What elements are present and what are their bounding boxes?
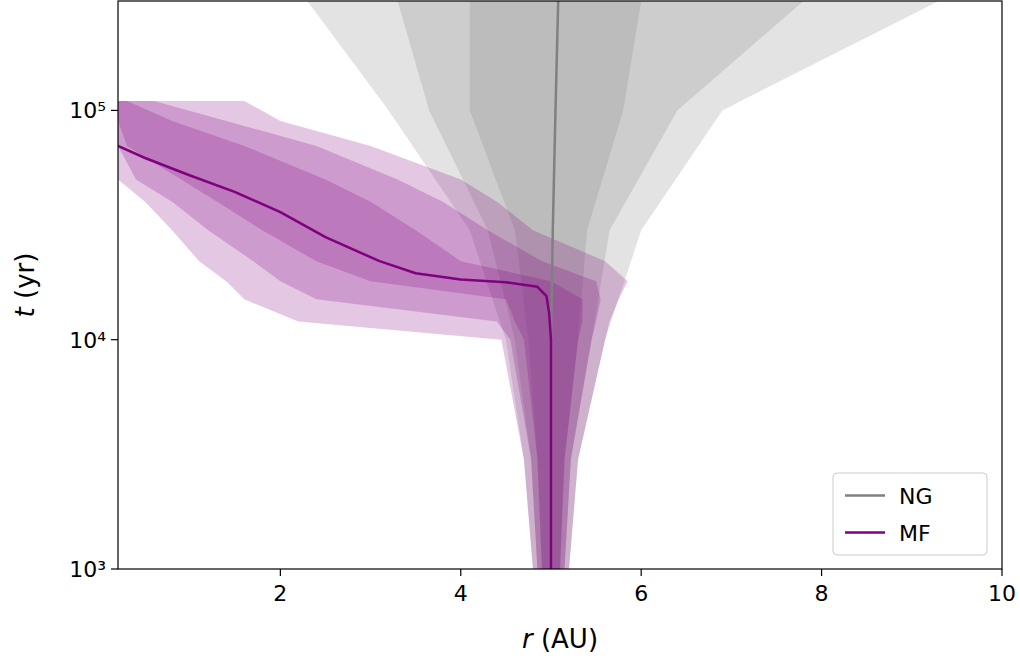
band	[118, 101, 628, 569]
x-tick-label: 4	[454, 581, 468, 606]
legend-box	[833, 473, 987, 555]
x-tick-label: 2	[273, 581, 287, 606]
frame	[118, 1, 1002, 569]
x-tick-label: 6	[634, 581, 648, 606]
x-axis-label: r (AU)	[522, 624, 598, 654]
series-line	[118, 146, 551, 569]
y-tick	[111, 568, 118, 569]
x-tick-label: 8	[815, 581, 829, 606]
band	[118, 101, 601, 569]
x-tick-label: 10	[988, 581, 1016, 606]
x-tick	[280, 569, 281, 576]
legend-swatch	[845, 494, 885, 497]
y-tick	[111, 110, 118, 111]
chart: 2 4 6 8 10 10³ 10⁴ 10⁵ r (AU) t (yr) NG MF	[0, 0, 1020, 659]
y-tick-label: 10⁴	[69, 328, 106, 353]
x-tick	[1001, 569, 1002, 576]
x-tick	[460, 569, 461, 576]
plot-area	[118, 1, 939, 569]
legend-label: MF	[899, 521, 931, 546]
legend-swatch	[845, 531, 885, 534]
y-tick-label: 10³	[69, 557, 106, 582]
y-axis-label: t (yr)	[10, 253, 40, 318]
y-tick	[111, 339, 118, 340]
legend: NG MF	[833, 473, 987, 555]
band	[118, 101, 583, 569]
legend-label: NG	[899, 484, 933, 509]
x-tick	[641, 569, 642, 576]
y-tick-label: 10⁵	[69, 98, 106, 123]
x-tick	[821, 569, 822, 576]
